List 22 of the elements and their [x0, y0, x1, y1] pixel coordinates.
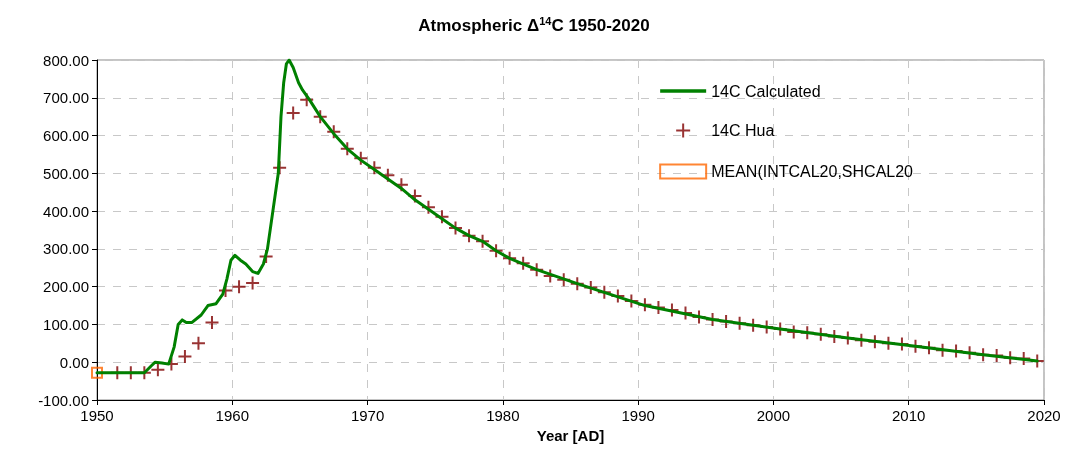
y-tick-label: 700.00 [43, 89, 89, 107]
y-tick-label: 0.00 [59, 353, 89, 371]
y-tick-label: 100.00 [43, 315, 89, 333]
legend-label: 14C Hua [711, 122, 775, 139]
x-tick-label: 1970 [350, 407, 385, 424]
y-tick-label: 300.00 [43, 240, 89, 258]
y-tick-label: 400.00 [43, 202, 89, 220]
x-tick-label: 2000 [756, 407, 791, 424]
y-tick-label: 500.00 [43, 164, 89, 182]
x-tick-label: 2020 [1027, 407, 1061, 424]
y-tick-label: 200.00 [43, 278, 89, 296]
x-tick-label: 1960 [215, 407, 249, 424]
x-tick-label: 1990 [621, 407, 655, 424]
legend-label: 14C Calculated [711, 82, 821, 100]
x-tick-label: 2010 [892, 407, 926, 424]
y-tick-label: 600.00 [43, 127, 89, 145]
y-tick-label: 800.00 [43, 51, 89, 69]
x-tick-label: 1980 [486, 407, 520, 424]
x-tick-label: 1950 [80, 407, 114, 424]
legend-label: MEAN(INTCAL20,SHCAL20 [711, 163, 914, 180]
x-axis-title: Year [AD] [536, 426, 605, 444]
y-tick-label: -100.00 [38, 391, 89, 409]
